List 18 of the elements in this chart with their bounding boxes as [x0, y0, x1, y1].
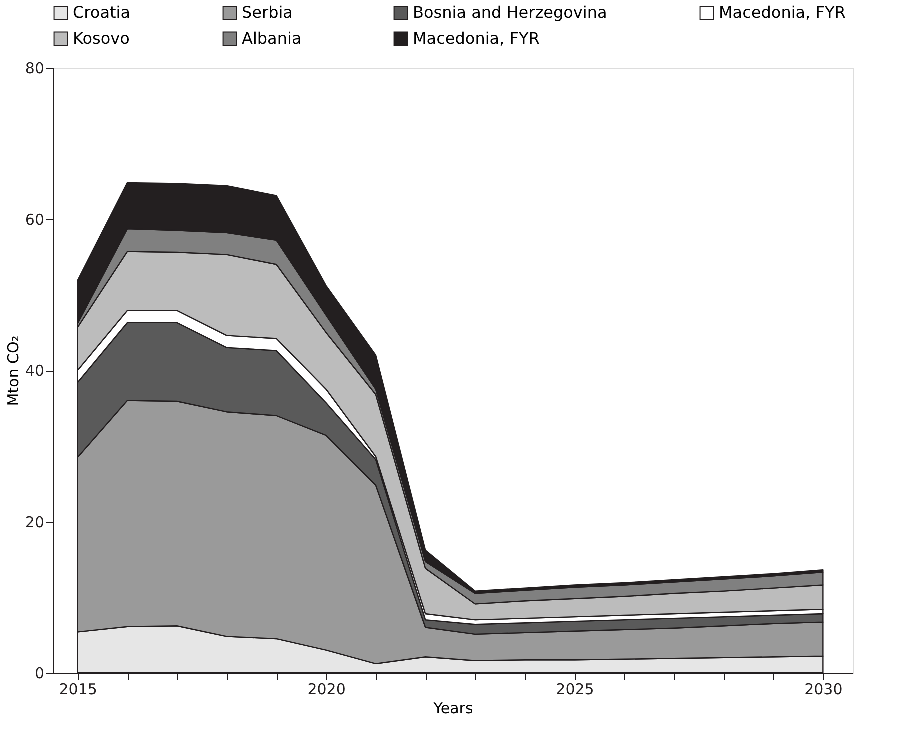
y-axis-title: Mton CO₂ — [4, 336, 22, 406]
x-tick-label: 2025 — [556, 680, 594, 698]
legend-label: Kosovo — [73, 29, 130, 48]
x-tick-label: 2015 — [59, 680, 98, 698]
legend-label: Macedonia, FYR — [719, 3, 846, 22]
y-tick-label: 80 — [25, 60, 44, 78]
legend-label: Croatia — [73, 3, 131, 22]
y-tick-label: 40 — [25, 362, 44, 380]
y-tick-label: 0 — [34, 664, 44, 682]
x-tick-label: 2030 — [804, 680, 843, 698]
x-axis-title: Years — [432, 700, 474, 718]
legend-label: Bosnia and Herzegovina — [413, 3, 608, 22]
legend-label: Macedonia, FYR — [413, 29, 540, 48]
y-tick-label: 60 — [25, 210, 44, 229]
legend-label: Serbia — [242, 3, 293, 22]
y-tick-label: 20 — [25, 513, 44, 532]
x-tick-label: 2020 — [308, 680, 346, 698]
legend-label: Albania — [242, 29, 302, 48]
